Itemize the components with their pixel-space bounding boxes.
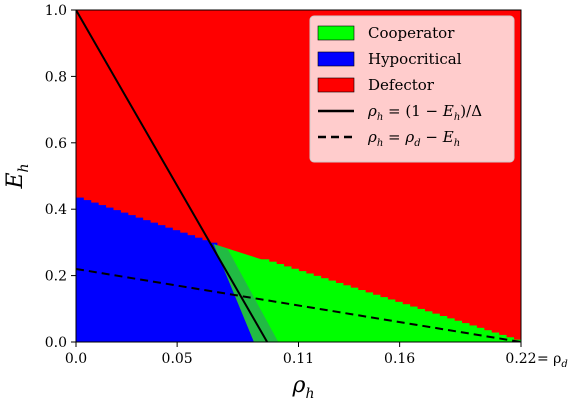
y-tick-label: 0.4 <box>45 202 67 218</box>
boundary-step <box>142 220 151 225</box>
boundary-step <box>172 230 181 235</box>
legend-swatch-defector <box>317 77 355 93</box>
boundary-step <box>187 235 196 240</box>
boundary-step <box>320 278 329 283</box>
boundary-step <box>113 210 121 215</box>
legend-box <box>309 15 515 163</box>
x-end-annotation: = ρd <box>537 351 568 370</box>
boundary-step <box>120 212 129 217</box>
legend-swatch-hypocritical <box>317 51 355 67</box>
boundary-step <box>209 242 218 247</box>
boundary-step <box>424 311 433 316</box>
y-tick-label: 0.8 <box>45 69 67 85</box>
boundary-step <box>305 273 314 278</box>
x-axis-label: ρh <box>292 373 315 402</box>
x-axis: 0.0 0.05 0.11 0.16 0.22 = ρd ρh <box>65 342 568 402</box>
boundary-step <box>380 297 388 302</box>
boundary-step <box>298 271 307 276</box>
y-tick-label: 0.6 <box>45 136 67 152</box>
boundary-step <box>291 268 299 273</box>
boundary-step <box>357 290 366 295</box>
boundary-step <box>409 306 418 311</box>
y-axis: 0.0 0.2 0.4 0.6 0.8 1.0 Eh <box>3 3 76 351</box>
boundary-step <box>135 217 144 222</box>
boundary-step <box>194 237 203 242</box>
x-tick-label: 0.11 <box>283 351 314 367</box>
boundary-step <box>498 334 507 339</box>
boundary-step <box>105 207 114 212</box>
legend: Cooperator Hypocritical Defector ρh = (1 − … <box>309 15 515 163</box>
boundary-step <box>83 200 92 205</box>
legend-label: Cooperator <box>368 24 455 42</box>
boundary-step <box>157 225 166 230</box>
dashed-line <box>76 267 521 342</box>
boundary-step <box>165 227 173 232</box>
x-tick-label: 0.0 <box>65 351 87 367</box>
boundary-step <box>261 259 270 264</box>
boundary-step <box>76 197 84 202</box>
boundary-step <box>313 275 322 280</box>
boundary-step <box>150 222 158 227</box>
boundary-step <box>483 330 492 335</box>
boundary-step <box>372 294 381 299</box>
boundary-step <box>127 215 136 220</box>
boundary-step <box>179 232 188 237</box>
boundary-step <box>387 299 396 304</box>
boundary-step <box>343 285 351 290</box>
boundary-step <box>350 287 359 292</box>
legend-label: ρh = (1 − Eh)/Δ <box>367 102 482 123</box>
region-hypocritical <box>76 197 254 342</box>
boundary-step <box>365 292 374 297</box>
boundary-step <box>276 264 285 269</box>
x-tick-label: 0.22 <box>505 351 536 367</box>
boundary-step <box>90 202 99 207</box>
boundary-step <box>454 320 463 325</box>
plot-frame <box>75 9 522 343</box>
region-overlap-band <box>213 244 279 342</box>
y-axis-label: Eh <box>3 163 32 189</box>
boundary-step <box>432 313 440 318</box>
boundary-step <box>461 323 470 328</box>
boundary-step <box>268 261 277 266</box>
legend-label: Hypocritical <box>368 50 462 68</box>
boundary-step <box>506 337 514 342</box>
x-tick-label: 0.05 <box>162 351 193 367</box>
y-tick-label: 0.0 <box>45 335 67 351</box>
boundary-step <box>439 316 448 320</box>
y-tick-label: 0.2 <box>45 269 67 285</box>
boundary-step <box>469 325 477 330</box>
boundary-step <box>491 332 500 337</box>
boundary-step <box>402 304 411 309</box>
legend-label: ρh = ρd − Eh <box>367 128 460 149</box>
boundary-step <box>283 266 292 271</box>
legend-swatch-cooperator <box>317 25 355 41</box>
boundary-step <box>328 280 336 285</box>
boundary-step <box>335 282 344 287</box>
legend-label: Defector <box>368 76 435 94</box>
solid-line <box>76 10 269 342</box>
boundary-step <box>394 301 403 306</box>
y-tick-label: 1.0 <box>45 3 67 19</box>
boundary-steps <box>76 197 521 342</box>
boundary-step <box>98 205 107 210</box>
boundary-step <box>446 318 455 323</box>
boundary-step <box>476 327 485 332</box>
boundary-step <box>202 240 210 245</box>
boundary-step <box>417 308 425 313</box>
x-tick-label: 0.16 <box>384 351 415 367</box>
